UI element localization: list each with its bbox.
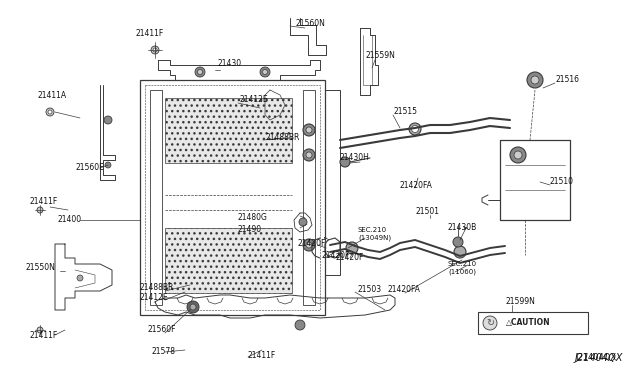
- Circle shape: [306, 242, 312, 248]
- Text: 21420FA: 21420FA: [388, 285, 421, 295]
- Text: J21404QX: J21404QX: [575, 353, 623, 363]
- Text: 21560N: 21560N: [295, 19, 325, 28]
- Text: 21412E: 21412E: [240, 96, 269, 105]
- Bar: [145, 85, 320, 310]
- Bar: [150, 90, 162, 305]
- Text: 21411A: 21411A: [38, 90, 67, 99]
- Text: 21488BR: 21488BR: [265, 132, 300, 141]
- Circle shape: [198, 70, 202, 74]
- Bar: [140, 80, 325, 315]
- Text: SEC.210
(11060): SEC.210 (11060): [448, 261, 477, 275]
- Text: 21515: 21515: [393, 108, 417, 116]
- Text: 21510: 21510: [550, 177, 574, 186]
- Bar: [478, 312, 588, 334]
- Circle shape: [153, 48, 157, 52]
- Circle shape: [105, 162, 111, 168]
- Text: 21411F: 21411F: [136, 29, 164, 38]
- Text: 21420FA: 21420FA: [400, 180, 433, 189]
- Circle shape: [77, 275, 83, 281]
- Text: 21420F: 21420F: [335, 253, 364, 263]
- Circle shape: [151, 46, 159, 54]
- Circle shape: [510, 147, 526, 163]
- Circle shape: [46, 108, 54, 116]
- Text: 21430: 21430: [218, 60, 242, 68]
- Text: 21516: 21516: [555, 76, 579, 84]
- Bar: [165, 228, 292, 293]
- Circle shape: [527, 72, 543, 88]
- Text: 21488BR: 21488BR: [140, 283, 174, 292]
- Text: SEC.210
(13049N): SEC.210 (13049N): [358, 227, 391, 241]
- Circle shape: [262, 70, 268, 74]
- Text: 21412E: 21412E: [140, 294, 168, 302]
- Circle shape: [531, 76, 539, 84]
- Text: 21501: 21501: [415, 208, 439, 217]
- Circle shape: [412, 125, 419, 132]
- Text: 21430B: 21430B: [448, 224, 477, 232]
- Circle shape: [514, 151, 522, 159]
- Circle shape: [260, 67, 270, 77]
- Circle shape: [453, 237, 463, 247]
- Text: ↻: ↻: [486, 318, 494, 328]
- Circle shape: [483, 316, 497, 330]
- Text: 21480G: 21480G: [238, 214, 268, 222]
- Text: △CAUTION: △CAUTION: [506, 318, 550, 327]
- Text: 21420F: 21420F: [298, 238, 326, 247]
- Bar: [325, 90, 340, 275]
- Circle shape: [104, 116, 112, 124]
- Circle shape: [346, 242, 358, 254]
- Text: 21420F: 21420F: [322, 250, 350, 260]
- Circle shape: [295, 320, 305, 330]
- Circle shape: [303, 149, 315, 161]
- Circle shape: [37, 207, 43, 213]
- Circle shape: [187, 301, 199, 313]
- Circle shape: [190, 304, 196, 310]
- Circle shape: [299, 218, 307, 226]
- Text: 21411F: 21411F: [248, 350, 276, 359]
- Circle shape: [37, 327, 43, 333]
- Text: 21411F: 21411F: [30, 330, 58, 340]
- Circle shape: [340, 157, 350, 167]
- Text: J21404QX: J21404QX: [575, 353, 616, 362]
- Circle shape: [454, 246, 466, 258]
- Circle shape: [306, 152, 312, 158]
- Circle shape: [303, 239, 315, 251]
- Bar: [165, 98, 292, 163]
- Circle shape: [409, 123, 421, 135]
- Text: 21560E: 21560E: [76, 164, 105, 173]
- Text: 21503: 21503: [358, 285, 382, 294]
- Text: 21599N: 21599N: [505, 298, 535, 307]
- Circle shape: [48, 110, 52, 114]
- Text: 21400: 21400: [58, 215, 82, 224]
- Text: 21430H: 21430H: [340, 154, 370, 163]
- Text: 21411F: 21411F: [30, 198, 58, 206]
- Text: 21559N: 21559N: [365, 51, 395, 60]
- Text: 21578: 21578: [152, 347, 176, 356]
- Circle shape: [306, 127, 312, 133]
- Text: 21490: 21490: [238, 225, 262, 234]
- Bar: [303, 90, 315, 305]
- Text: 21550N: 21550N: [25, 263, 55, 273]
- Circle shape: [303, 124, 315, 136]
- Text: 21560F: 21560F: [148, 326, 177, 334]
- Circle shape: [195, 67, 205, 77]
